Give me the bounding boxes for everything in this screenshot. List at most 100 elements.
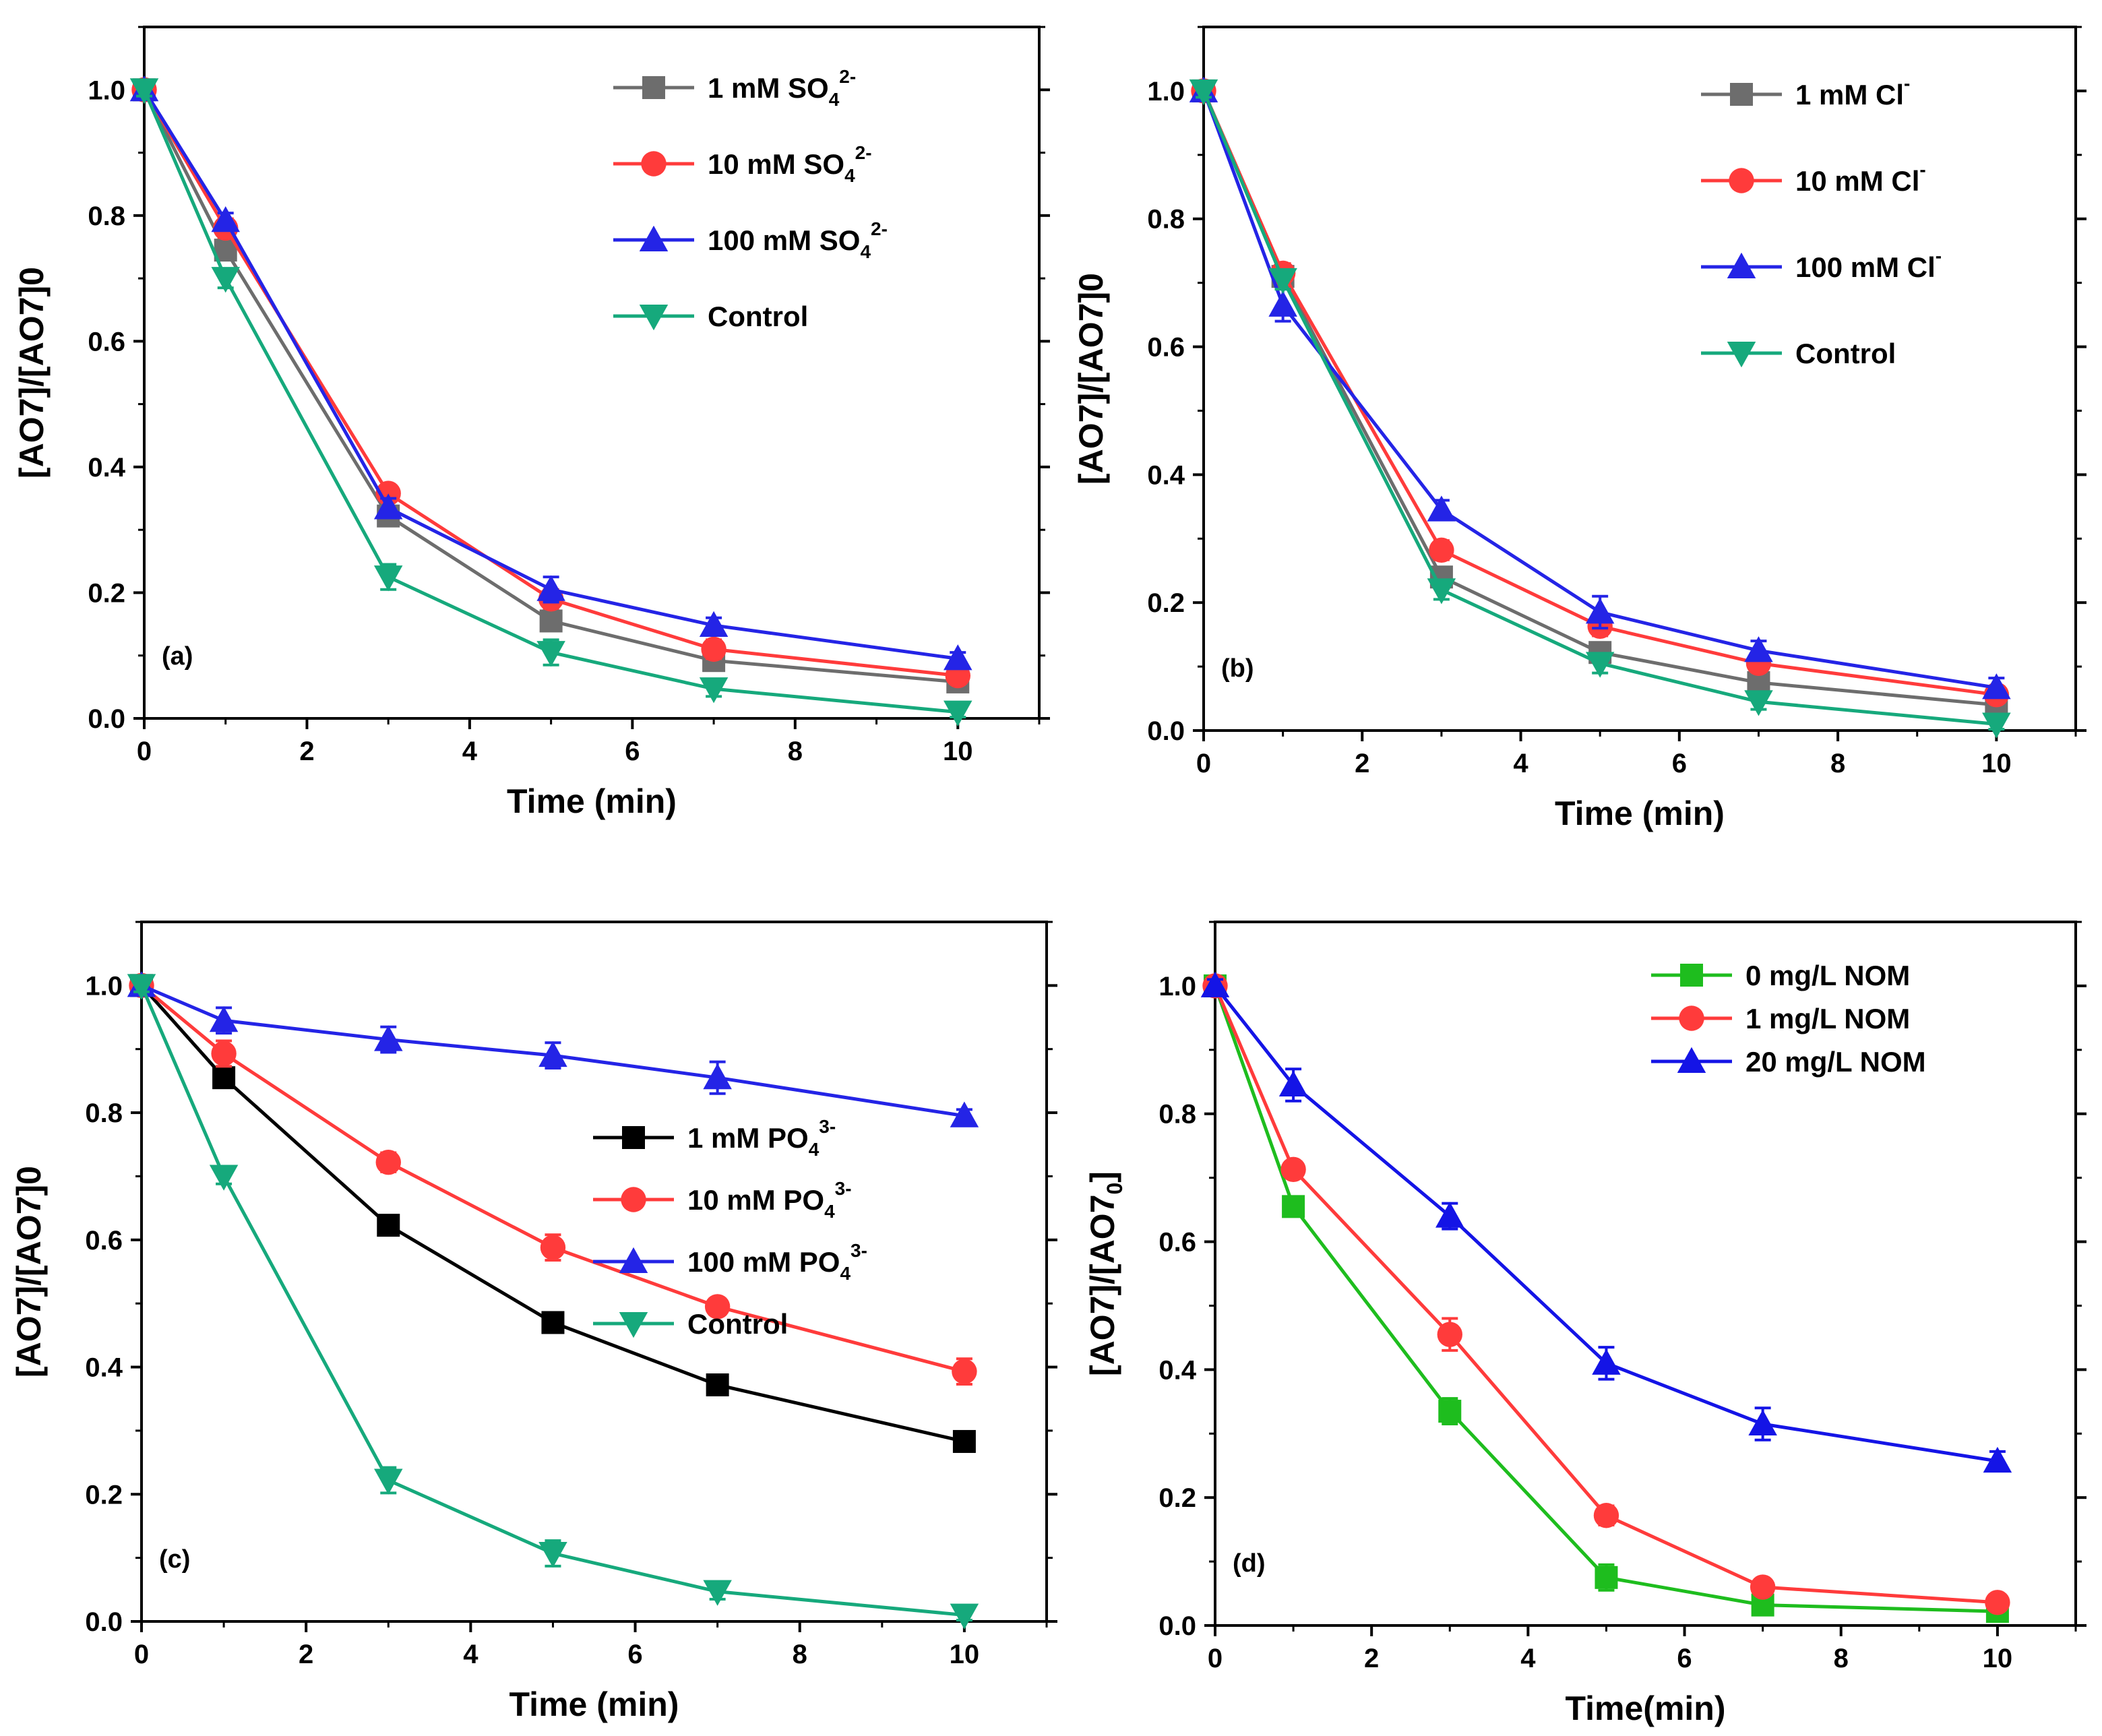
data-point (375, 1149, 401, 1175)
y-tick-label: 0.0 (1147, 716, 1185, 746)
legend-marker (621, 1187, 646, 1212)
y-axis-title: [AO7]/[AO70] (1084, 1171, 1127, 1376)
panel-label: (d) (1233, 1549, 1266, 1578)
data-point (952, 1359, 977, 1384)
series-line (140, 985, 965, 1617)
legend-superscript: 3- (851, 1240, 867, 1261)
data-point (1438, 1400, 1462, 1423)
legend-label: 1 mM SO42- (708, 66, 856, 110)
data-point (1744, 636, 1773, 662)
x-tick-label: 2 (299, 737, 314, 766)
data-point (538, 1041, 567, 1067)
legend-superscript: 2- (839, 66, 856, 87)
series-line (1213, 985, 1998, 1605)
y-axis-title: [AO7]/[AO7]0 (13, 267, 51, 478)
series-line (1202, 90, 1997, 726)
data-point (374, 1468, 403, 1495)
legend-marker (1727, 342, 1756, 368)
data-point (127, 974, 156, 1000)
x-tick-label: 4 (1513, 749, 1528, 778)
x-axis-title: Time(min) (1566, 1690, 1726, 1727)
series-line (142, 89, 958, 684)
y-tick-label: 0.2 (1147, 588, 1185, 618)
data-point (1585, 652, 1615, 678)
data-point (1427, 578, 1456, 604)
x-tick-label: 0 (1196, 749, 1211, 778)
y-tick-label: 1.0 (85, 971, 123, 1001)
x-tick-label: 6 (1672, 749, 1687, 778)
legend-label: 100 mM SO42- (708, 218, 888, 262)
legend-marker (1679, 1005, 1704, 1031)
legend-subscript: 4 (860, 241, 871, 262)
x-tick-label: 0 (137, 737, 152, 766)
data-point (209, 1006, 239, 1032)
x-tick-label: 2 (1364, 1644, 1379, 1673)
y-tick-label: 1.0 (1158, 972, 1196, 1001)
legend-marker (622, 1126, 645, 1149)
y-tick-label: 0.2 (88, 578, 125, 608)
data-point (1200, 971, 1230, 997)
x-tick-label: 10 (950, 1640, 980, 1669)
data-point (1437, 1322, 1462, 1347)
legend-marker (1727, 252, 1756, 278)
series-line (1214, 985, 1998, 1463)
legend-marker (642, 76, 665, 99)
x-tick-label: 4 (462, 737, 478, 766)
series-line (142, 89, 958, 678)
y-axis-title: [AO7]/[AO7]0 (1072, 273, 1110, 485)
y-tick-label: 0.0 (1158, 1611, 1196, 1641)
legend-label: 10 mM SO42- (708, 142, 872, 186)
y-axis-title-sub: 0 (1103, 1183, 1127, 1195)
y-axis-title-end: ] (1084, 1171, 1121, 1183)
x-tick-label: 10 (943, 737, 973, 766)
series-3 (1189, 79, 2011, 739)
legend-label: Control (1795, 338, 1896, 369)
data-point (1429, 537, 1454, 563)
data-point (1983, 1446, 2012, 1473)
data-point (129, 78, 159, 104)
data-point (541, 1311, 565, 1334)
data-point (1282, 1195, 1305, 1218)
legend-superscript: 3- (835, 1178, 852, 1199)
series-2 (1200, 971, 2012, 1473)
data-point (944, 700, 972, 726)
panel-label: (b) (1221, 654, 1254, 683)
legend-marker (619, 1312, 648, 1338)
data-point (703, 1580, 732, 1606)
legend-label: 100 mM Cl- (1795, 245, 1942, 283)
y-tick-label: 0.0 (85, 1607, 123, 1637)
legend-subscript: 4 (844, 165, 855, 186)
x-tick-label: 4 (1520, 1644, 1536, 1673)
data-point (1280, 1156, 1306, 1182)
legend-label: 0 mg/L NOM (1745, 960, 1910, 991)
y-tick-label: 0.4 (1158, 1355, 1196, 1385)
data-point (211, 1041, 237, 1067)
legend-label: 1 mM PO43- (687, 1116, 836, 1160)
series-3 (129, 78, 972, 726)
legend-label: Control (687, 1308, 788, 1340)
data-point (374, 1025, 403, 1051)
series-line (1202, 90, 1997, 697)
data-point (952, 1429, 976, 1453)
legend-superscript: - (1919, 159, 1925, 180)
data-point (538, 1542, 567, 1568)
data-point (377, 1214, 400, 1237)
data-point (1595, 1566, 1618, 1589)
plot-frame (140, 921, 1048, 1623)
data-point (1278, 1070, 1308, 1097)
y-tick-label: 0.8 (85, 1098, 123, 1128)
chart-panel-a: 0 2 4 6 8 10 0.0 0.2 0.4 0.6 0.8 1.0 Time (min) [AO7]… (13, 26, 1050, 820)
legend-superscript: 2- (855, 142, 872, 163)
x-tick-label: 2 (299, 1640, 313, 1669)
y-tick-label: 0.2 (1158, 1483, 1196, 1513)
legend-marker (619, 1247, 648, 1273)
y-tick-label: 0.8 (1147, 205, 1185, 235)
data-point (1593, 1503, 1619, 1528)
legend-label: 1 mg/L NOM (1745, 1003, 1910, 1034)
chart-panel-d: 0 2 4 6 8 10 0.0 0.2 0.4 0.6 0.8 1.0 Time(min) [AO7]/… (1084, 921, 2086, 1727)
data-point (209, 1165, 239, 1191)
legend-label: 10 mM PO43- (687, 1178, 852, 1222)
x-tick-label: 6 (625, 737, 640, 766)
data-point (703, 1063, 732, 1090)
